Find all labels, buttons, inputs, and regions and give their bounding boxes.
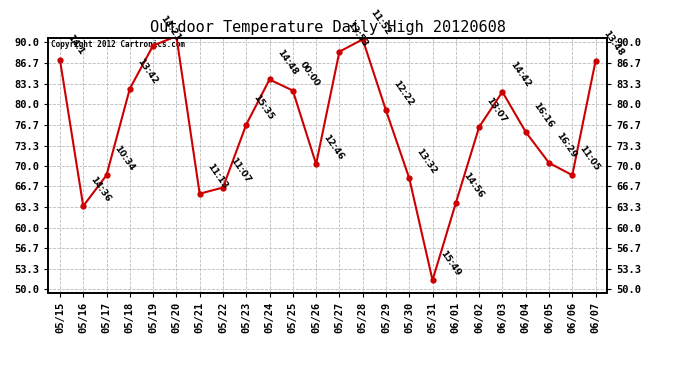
- Text: Copyright 2012 Cartronics.com: Copyright 2012 Cartronics.com: [51, 40, 185, 49]
- Text: 15:20: 15:20: [0, 374, 1, 375]
- Text: 13:48: 13:48: [601, 30, 625, 58]
- Text: 10:34: 10:34: [112, 144, 136, 172]
- Text: 11:05: 11:05: [578, 144, 602, 172]
- Text: 15:35: 15:35: [252, 93, 275, 122]
- Text: 16:16: 16:16: [531, 100, 555, 129]
- Text: 13:32: 13:32: [415, 147, 439, 176]
- Text: 15:49: 15:49: [438, 249, 462, 278]
- Text: 14:1: 14:1: [66, 33, 86, 57]
- Text: 14:42: 14:42: [508, 60, 532, 89]
- Text: 14:21: 14:21: [159, 14, 183, 43]
- Text: 16:29: 16:29: [555, 131, 578, 160]
- Text: 13:07: 13:07: [484, 96, 509, 124]
- Text: 12:22: 12:22: [391, 79, 415, 108]
- Text: 11:13: 11:13: [205, 162, 229, 191]
- Text: 14:56: 14:56: [462, 171, 485, 200]
- Text: 12:46: 12:46: [322, 133, 346, 161]
- Text: 14:48: 14:48: [275, 48, 299, 77]
- Text: 13:42: 13:42: [135, 57, 159, 86]
- Text: 11:07: 11:07: [228, 156, 253, 185]
- Text: 13:53: 13:53: [345, 20, 368, 49]
- Text: 11:52: 11:52: [368, 8, 392, 37]
- Title: Outdoor Temperature Daily High 20120608: Outdoor Temperature Daily High 20120608: [150, 20, 506, 35]
- Text: 00:00: 00:00: [298, 60, 322, 88]
- Text: 14:36: 14:36: [89, 175, 112, 203]
